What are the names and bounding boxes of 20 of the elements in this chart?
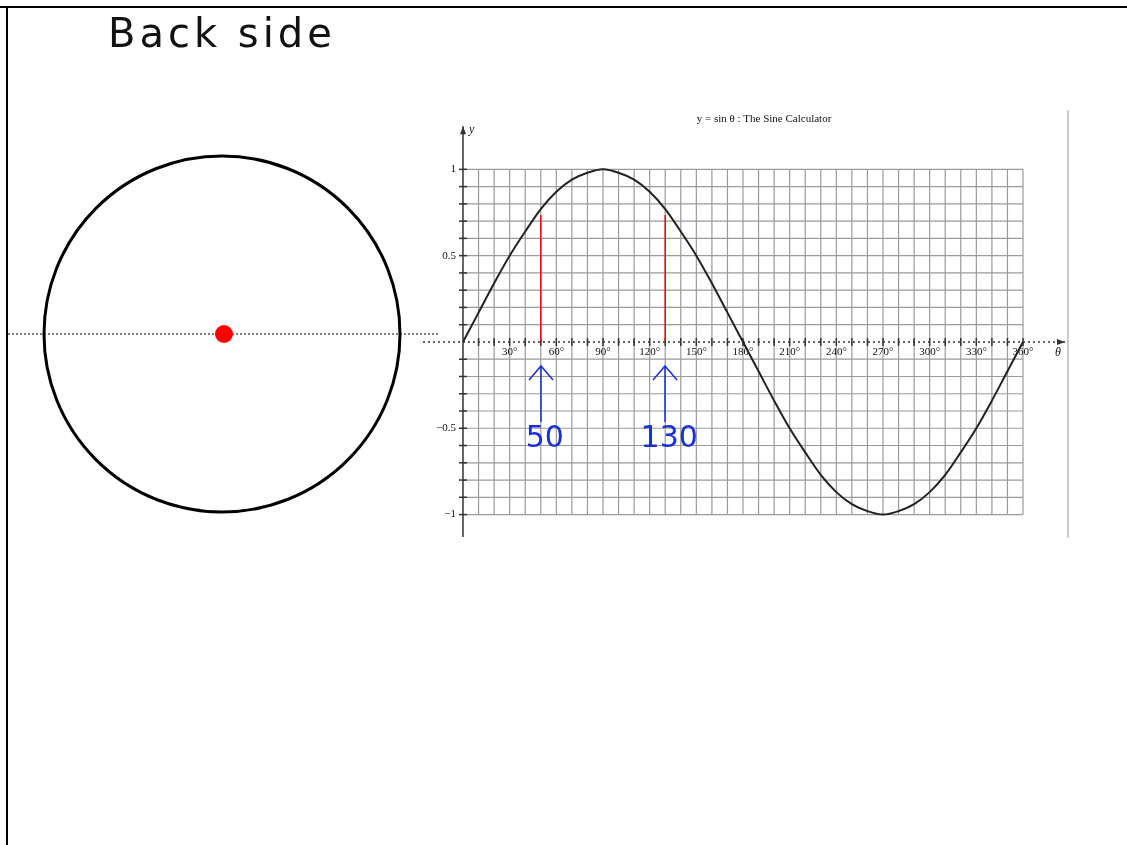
x-tick-label: 300° [919,345,941,358]
y-tick-label: 0.5 [442,248,457,261]
x-tick-label: 330° [965,345,987,358]
y-tick-label: −1 [444,507,456,520]
ref-line-label: 50 [525,418,564,454]
x-tick-label: 30° [501,345,518,358]
y-tick-label: −0.5 [436,421,457,434]
x-tick-label: 150° [685,345,707,358]
x-axis-title: θ [1055,345,1062,360]
y-tick-label: 1 [450,162,456,175]
ref-line-label: 130 [640,418,698,454]
x-tick-label: 210° [779,345,801,358]
chart-title: y = sin θ : The Sine Calculator [696,112,832,125]
y-axis-title: y [468,122,475,137]
x-tick-label: 270° [872,345,894,358]
x-tick-label: 90° [595,345,611,358]
text: Back side [108,10,336,56]
x-tick-label: 240° [825,345,847,358]
x-tick-label: 120° [639,345,661,358]
x-tick-label: 60° [548,345,565,358]
